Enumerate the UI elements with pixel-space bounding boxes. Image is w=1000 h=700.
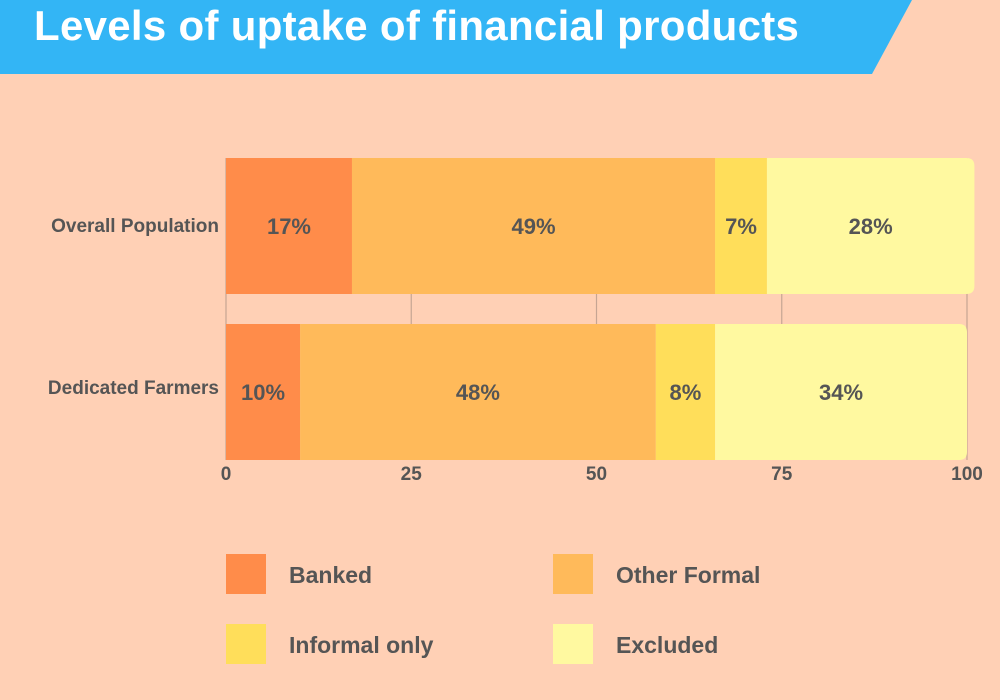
legend-label: Banked	[289, 562, 373, 588]
data-label: 28%	[849, 214, 893, 239]
chart-title: Levels of uptake of financial products	[34, 2, 800, 49]
bar-segment	[766, 158, 975, 294]
title-banner-shape	[0, 0, 912, 74]
bar-segment	[226, 324, 301, 460]
bar-segment	[655, 324, 716, 460]
data-label: 34%	[819, 380, 863, 405]
legend-swatch	[226, 554, 266, 594]
legend-label: Other Formal	[616, 562, 761, 588]
x-tick-label: 0	[221, 464, 232, 485]
legend-label: Informal only	[289, 632, 434, 658]
legend-swatch	[226, 624, 266, 664]
title-banner: Levels of uptake of financial products	[0, 0, 1000, 80]
data-label: 8%	[670, 380, 702, 405]
legend-swatch	[553, 554, 593, 594]
data-label: 17%	[267, 214, 311, 239]
category-label: Overall Population	[51, 216, 219, 237]
data-label: 7%	[725, 214, 757, 239]
bar-segment	[351, 158, 716, 294]
bar-segment	[300, 324, 656, 460]
x-tick-label: 75	[771, 464, 793, 485]
legend-label: Excluded	[616, 632, 719, 658]
data-label: 10%	[241, 380, 285, 405]
bar-segment	[226, 158, 352, 294]
x-tick-label: 50	[586, 464, 607, 485]
data-label: 49%	[511, 214, 555, 239]
bar-segment	[715, 158, 767, 294]
x-tick-label: 100	[951, 464, 983, 485]
bar-segment	[715, 324, 967, 460]
category-label: Dedicated Farmers	[48, 378, 219, 399]
legend-swatch	[553, 624, 593, 664]
x-tick-label: 25	[401, 464, 423, 485]
data-label: 48%	[456, 380, 500, 405]
